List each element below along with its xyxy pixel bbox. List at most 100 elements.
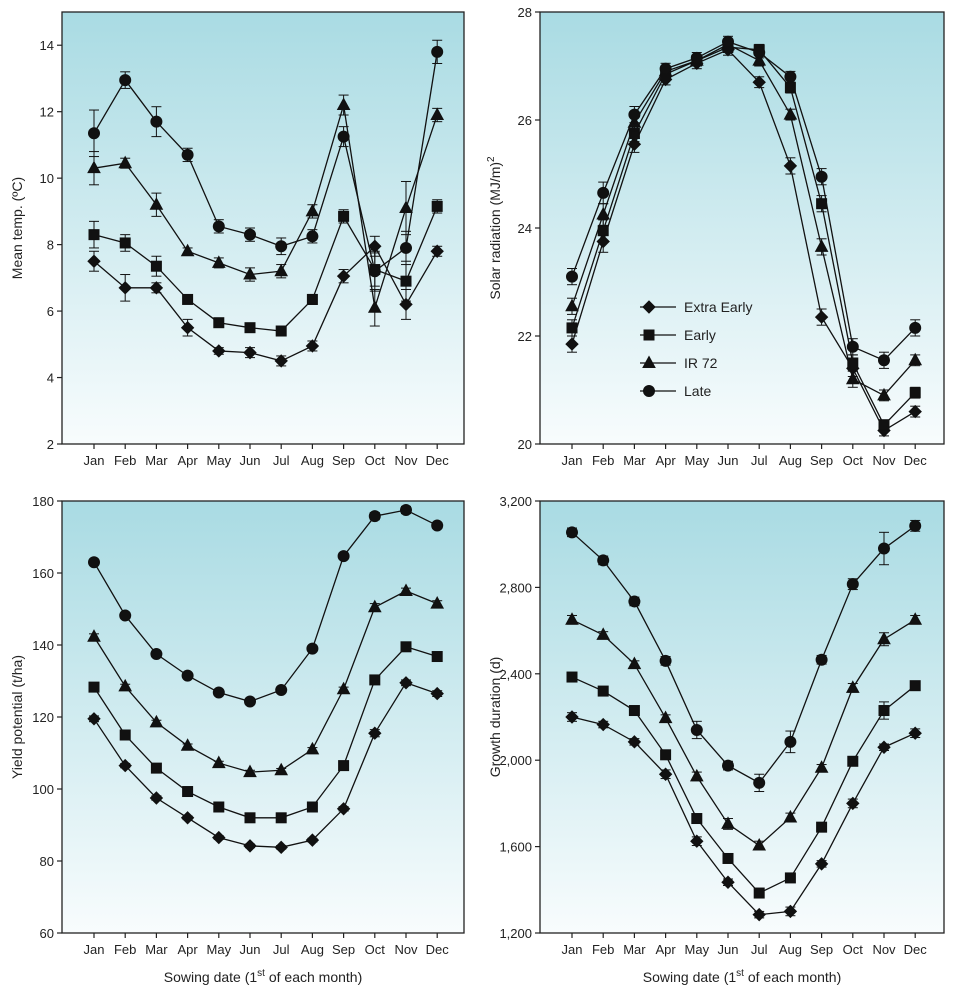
series-late <box>566 35 922 369</box>
data-point <box>87 254 101 268</box>
data-point <box>336 269 351 283</box>
data-point <box>908 352 923 366</box>
data-point <box>337 130 350 143</box>
y-tick-label: 28 <box>518 5 532 20</box>
series-late <box>88 504 444 708</box>
x-tick-label: Oct <box>365 942 386 957</box>
data-point <box>908 726 922 740</box>
data-point <box>565 710 579 724</box>
x-axis-label: Sowing date (1st of each month) <box>643 968 841 985</box>
data-point <box>784 70 797 83</box>
x-tick-label: Feb <box>592 942 614 957</box>
data-point <box>211 755 226 769</box>
data-point <box>400 241 412 254</box>
data-point <box>565 298 579 312</box>
x-tick-label: Aug <box>779 942 802 957</box>
series-early <box>88 641 443 824</box>
data-point <box>368 510 381 523</box>
y-tick-label: 180 <box>32 494 54 509</box>
data-point <box>275 325 287 337</box>
data-point <box>596 627 611 640</box>
x-tick-label: Apr <box>655 942 676 957</box>
data-point <box>783 107 798 120</box>
data-point <box>430 686 444 701</box>
data-point <box>690 51 703 64</box>
data-point <box>400 641 412 653</box>
plot-area <box>61 500 465 934</box>
x-tick-label: Mar <box>145 942 168 957</box>
data-point <box>909 321 922 334</box>
y-tick-label: 24 <box>518 221 532 236</box>
data-point <box>752 75 766 89</box>
data-point <box>306 230 319 243</box>
data-point <box>336 802 351 816</box>
data-point <box>367 599 382 613</box>
x-tick-label: Apr <box>655 453 676 468</box>
data-point <box>119 74 132 87</box>
x-tick-label: Jul <box>751 942 768 957</box>
data-point <box>783 159 798 173</box>
x-tick-label: Nov <box>394 453 418 468</box>
legend-label: Late <box>684 383 711 399</box>
x-tick-label: Feb <box>114 942 136 957</box>
data-point <box>658 767 673 781</box>
x-tick-label: Jun <box>240 942 261 957</box>
data-point <box>119 729 131 741</box>
x-tick-label: Nov <box>872 942 896 957</box>
data-point <box>400 504 412 516</box>
data-point <box>845 371 860 385</box>
data-point <box>566 526 578 539</box>
y-tick-label: 100 <box>32 782 54 797</box>
y-tick-label: 14 <box>40 38 54 53</box>
x-tick-label: Sep <box>810 453 833 468</box>
data-point <box>336 97 351 111</box>
data-point <box>305 339 320 353</box>
series-extra-early <box>87 676 444 855</box>
data-point <box>565 612 579 625</box>
data-point <box>149 197 164 210</box>
data-point <box>660 749 672 761</box>
x-tick-label: Oct <box>843 942 864 957</box>
data-point <box>180 811 195 825</box>
data-point <box>88 556 100 569</box>
x-tick-label: Oct <box>843 453 864 468</box>
data-point <box>783 904 798 919</box>
data-point <box>337 550 350 563</box>
data-point <box>150 260 162 272</box>
data-point <box>690 723 703 736</box>
y-tick-label: 10 <box>40 171 54 186</box>
data-point <box>597 685 609 697</box>
data-point <box>244 812 256 824</box>
series-ir-72 <box>87 583 445 778</box>
data-point <box>399 676 413 690</box>
data-point <box>845 680 860 693</box>
data-point <box>628 705 640 717</box>
x-tick-label: Dec <box>426 942 450 957</box>
data-point <box>149 791 164 805</box>
data-point <box>596 717 610 732</box>
data-point <box>846 340 859 353</box>
data-point <box>659 654 672 667</box>
data-point <box>244 322 256 334</box>
data-point <box>119 609 132 622</box>
data-point <box>431 651 443 663</box>
data-point <box>815 170 828 183</box>
data-point <box>274 840 288 855</box>
data-point <box>814 857 829 871</box>
data-point <box>783 809 798 823</box>
data-point <box>181 148 194 161</box>
data-point <box>243 764 257 778</box>
legend-marker <box>642 300 656 314</box>
data-point <box>305 741 320 755</box>
legend-marker <box>643 329 655 341</box>
series-early <box>566 671 921 899</box>
data-point <box>909 680 921 692</box>
data-point <box>431 519 444 532</box>
data-point <box>212 830 226 845</box>
data-point <box>627 735 642 749</box>
x-tick-label: Apr <box>177 453 198 468</box>
y-axis-label: Solar radiation (MJ/m)2 <box>486 156 503 300</box>
data-point <box>908 404 922 419</box>
data-point <box>815 653 828 666</box>
data-point <box>597 186 610 199</box>
